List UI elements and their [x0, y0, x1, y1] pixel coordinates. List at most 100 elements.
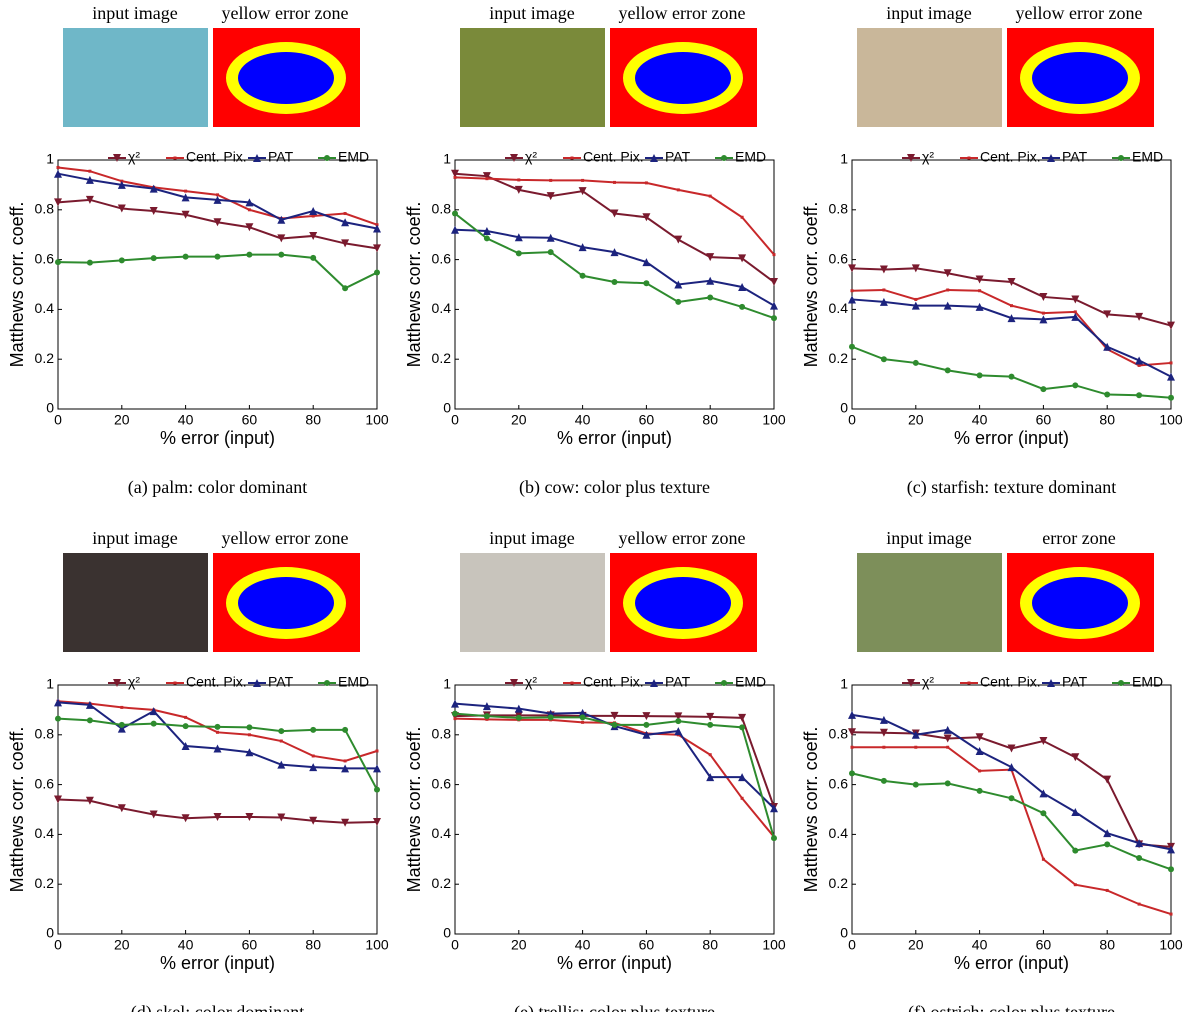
- marker: [184, 189, 188, 193]
- marker: [943, 301, 952, 310]
- x-tick-label: 0: [54, 412, 62, 428]
- input-image: [460, 553, 605, 652]
- marker: [880, 356, 887, 363]
- marker: [1104, 841, 1111, 848]
- legend-label: Cent. Pix.: [186, 149, 247, 165]
- marker: [650, 154, 658, 162]
- line: [454, 212, 775, 320]
- caption: (d) skel: color dominant: [131, 1002, 304, 1012]
- marker: [975, 302, 984, 311]
- x-tick-label: 0: [848, 412, 856, 428]
- marker: [277, 813, 286, 822]
- input-image: [857, 553, 1002, 652]
- y-tick-label: 1: [46, 676, 54, 692]
- marker: [453, 175, 457, 179]
- marker: [375, 749, 379, 753]
- marker: [850, 289, 854, 293]
- marker: [279, 739, 283, 743]
- marker: [341, 764, 350, 773]
- marker: [311, 754, 315, 758]
- marker: [54, 795, 62, 804]
- legend-label: Cent. Pix.: [583, 149, 644, 165]
- legend-label: EMD: [338, 674, 369, 690]
- marker: [1071, 312, 1080, 321]
- error-zone-blue: [238, 577, 334, 629]
- marker: [1007, 763, 1016, 772]
- marker: [1103, 310, 1112, 319]
- marker: [674, 235, 683, 244]
- marker: [675, 718, 682, 725]
- marker: [86, 259, 93, 266]
- marker: [277, 760, 286, 769]
- marker: [1008, 795, 1015, 802]
- marker: [740, 796, 744, 800]
- image-label: yellow error zone: [619, 3, 746, 23]
- marker: [483, 713, 490, 720]
- marker: [1010, 304, 1013, 308]
- legend-label: EMD: [1132, 149, 1163, 165]
- marker: [739, 724, 746, 731]
- marker: [706, 276, 715, 285]
- marker: [675, 298, 682, 305]
- marker: [277, 234, 286, 243]
- marker: [149, 184, 158, 193]
- legend-label: χ²: [922, 149, 934, 165]
- legend-label: χ²: [525, 149, 537, 165]
- plot-frame: [57, 159, 378, 410]
- marker: [676, 188, 680, 192]
- marker: [546, 233, 555, 242]
- marker: [1039, 737, 1048, 746]
- caption: (a) palm: color dominant: [128, 477, 307, 498]
- marker: [483, 235, 490, 242]
- legend-label: Cent. Pix.: [186, 674, 247, 690]
- legend-label: χ²: [128, 149, 140, 165]
- marker: [1167, 845, 1175, 854]
- marker: [182, 253, 189, 260]
- y-axis-label: Matthews corr. coeff.: [7, 727, 27, 893]
- x-axis-label: % error (input): [160, 428, 275, 448]
- image-label: yellow error zone: [222, 3, 349, 23]
- marker: [911, 301, 920, 310]
- y-tick-label: 0.8: [432, 726, 452, 742]
- marker: [341, 239, 350, 248]
- marker: [1118, 680, 1124, 686]
- caption: (e) trellis: color plus texture: [514, 1002, 715, 1012]
- error-zone-blue: [238, 52, 334, 104]
- marker: [914, 745, 918, 749]
- marker: [1040, 386, 1047, 393]
- marker: [549, 178, 553, 182]
- marker: [1136, 855, 1143, 862]
- marker: [849, 770, 855, 777]
- marker: [579, 714, 586, 721]
- marker: [674, 280, 683, 289]
- marker: [1167, 321, 1175, 330]
- x-tick-label: 0: [451, 412, 459, 428]
- y-axis-label: Matthews corr. coeff.: [7, 202, 27, 368]
- marker: [514, 233, 523, 242]
- marker: [1008, 373, 1015, 380]
- legend-label: EMD: [1132, 674, 1163, 690]
- marker: [1135, 356, 1144, 365]
- x-tick-label: 60: [639, 937, 655, 953]
- y-tick-label: 0: [46, 925, 54, 941]
- marker: [149, 707, 158, 716]
- marker: [117, 204, 126, 213]
- marker: [944, 780, 951, 787]
- marker: [342, 285, 349, 292]
- input-image: [460, 28, 605, 127]
- marker: [611, 279, 618, 286]
- marker: [54, 169, 62, 178]
- marker: [581, 720, 585, 724]
- marker: [978, 769, 982, 773]
- marker: [879, 728, 888, 737]
- marker: [88, 169, 92, 173]
- marker: [975, 733, 984, 742]
- input-image: [63, 553, 208, 652]
- marker: [674, 727, 683, 736]
- marker: [482, 226, 491, 235]
- marker: [118, 721, 125, 728]
- marker: [150, 255, 157, 262]
- marker: [721, 680, 727, 686]
- marker: [907, 679, 915, 687]
- marker: [1104, 391, 1111, 398]
